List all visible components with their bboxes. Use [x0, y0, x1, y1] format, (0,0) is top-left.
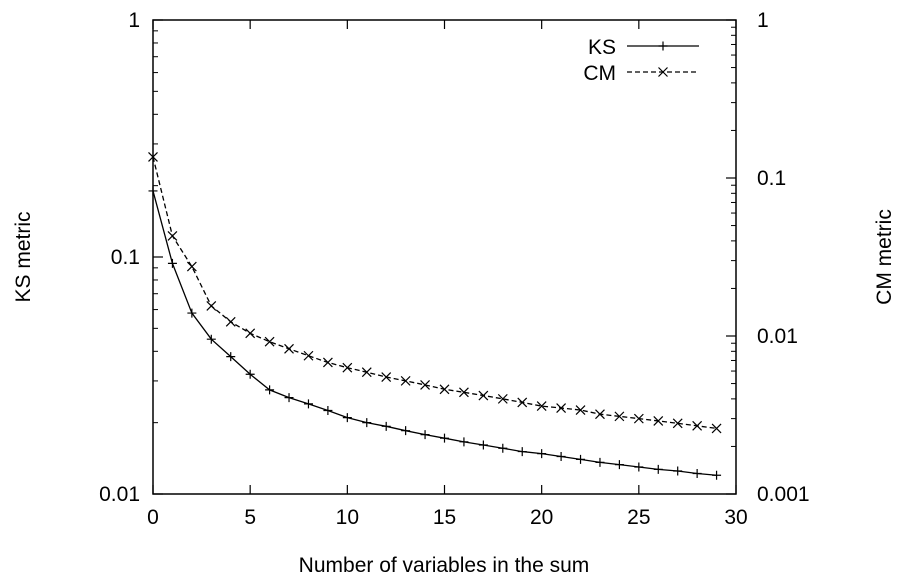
axis-ticks: 0 5 10 15 20 25 30 0.01 0.1 1 0.001 0.01 0.1 1 — [99, 9, 809, 529]
y2-axis-label: CM metric — [873, 209, 896, 305]
data-point-ks — [517, 447, 527, 457]
legend-label-ks: KS — [588, 36, 616, 59]
series-lines — [152, 156, 717, 476]
data-point-ks — [323, 406, 333, 416]
plot-frame — [152, 19, 737, 495]
data-point-ks — [284, 393, 294, 403]
legend-marker-ks — [658, 41, 668, 51]
data-point-ks — [420, 430, 430, 440]
data-point-ks — [614, 460, 624, 470]
data-point-cm — [536, 401, 547, 412]
series-markers — [148, 151, 722, 480]
data-point-ks — [245, 369, 255, 379]
x-tick-label: 15 — [433, 506, 456, 529]
data-point-ks — [478, 440, 488, 450]
x-tick-label: 10 — [336, 506, 359, 529]
data-point-ks — [381, 421, 391, 431]
data-point-cm — [167, 230, 178, 241]
data-point-ks — [167, 258, 177, 268]
data-point-cm — [381, 372, 392, 382]
data-point-ks — [342, 413, 352, 423]
data-point-ks — [692, 469, 702, 479]
data-point-ks — [634, 462, 644, 472]
data-point-cm — [692, 420, 703, 431]
data-point-ks — [362, 418, 372, 428]
data-point-ks — [148, 186, 158, 196]
data-point-cm — [264, 336, 275, 347]
x-tick-label: 30 — [724, 506, 747, 529]
data-point-cm — [439, 384, 450, 395]
data-point-cm — [284, 343, 294, 354]
data-point-cm — [478, 390, 489, 401]
data-point-cm — [225, 316, 236, 327]
data-point-cm — [322, 357, 333, 368]
data-point-ks — [595, 457, 605, 467]
data-point-cm — [711, 423, 722, 434]
data-point-ks — [226, 352, 236, 362]
data-point-ks — [187, 308, 197, 318]
data-point-cm — [497, 393, 508, 404]
data-point-ks — [653, 464, 663, 474]
data-point-cm — [186, 261, 197, 272]
series-line-ks — [152, 190, 717, 476]
legend-label-cm: CM — [583, 62, 616, 85]
legend-marker-cm — [658, 67, 668, 77]
data-point-cm — [400, 375, 411, 386]
x-tick-label: 5 — [244, 506, 256, 529]
y2-tick-label: 0.001 — [757, 483, 810, 506]
data-point-ks — [265, 385, 275, 395]
data-point-cm — [595, 409, 605, 420]
data-point-cm — [575, 405, 586, 415]
x-tick-label: 0 — [147, 506, 159, 529]
data-point-ks — [498, 443, 508, 453]
x-tick-label: 25 — [627, 506, 650, 529]
data-point-ks — [537, 449, 547, 459]
data-point-cm — [206, 301, 217, 311]
x-axis-label: Number of variables in the sum — [299, 554, 590, 577]
y-axis-label: KS metric — [12, 211, 35, 302]
data-point-cm — [148, 151, 158, 162]
data-point-cm — [633, 413, 644, 424]
data-point-ks — [576, 454, 586, 464]
x-tick-label: 20 — [530, 506, 553, 529]
data-point-cm — [459, 387, 469, 398]
y-tick-label: 0.01 — [99, 483, 140, 506]
data-point-cm — [653, 416, 664, 426]
data-point-cm — [342, 362, 353, 373]
data-point-cm — [517, 397, 528, 408]
y-tick-label: 0.1 — [111, 246, 140, 269]
series-line-cm — [152, 156, 717, 430]
y-tick-label: 1 — [128, 9, 140, 32]
data-point-ks — [673, 466, 683, 476]
y2-tick-label: 0.1 — [757, 167, 786, 190]
data-point-ks — [556, 451, 566, 461]
data-point-ks — [712, 470, 722, 480]
data-point-ks — [459, 437, 469, 447]
data-point-cm — [556, 403, 567, 413]
data-point-cm — [245, 328, 256, 339]
data-point-ks — [440, 433, 449, 443]
legend: KS CM — [583, 36, 699, 85]
data-point-cm — [420, 380, 430, 390]
data-point-cm — [303, 350, 314, 361]
data-point-ks — [303, 399, 313, 409]
data-point-cm — [672, 418, 683, 429]
data-point-cm — [614, 411, 625, 422]
y2-tick-label: 0.01 — [757, 325, 798, 348]
y2-tick-label: 1 — [757, 9, 769, 32]
data-point-ks — [401, 426, 411, 436]
data-point-cm — [361, 367, 372, 378]
data-point-ks — [206, 334, 216, 344]
